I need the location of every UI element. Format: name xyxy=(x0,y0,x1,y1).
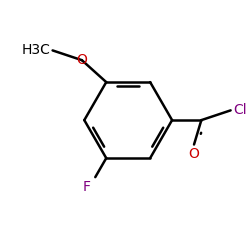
Text: F: F xyxy=(83,180,91,194)
Text: H3C: H3C xyxy=(21,44,50,58)
Text: Cl: Cl xyxy=(233,103,247,117)
Text: O: O xyxy=(76,53,87,67)
Text: O: O xyxy=(188,147,200,161)
